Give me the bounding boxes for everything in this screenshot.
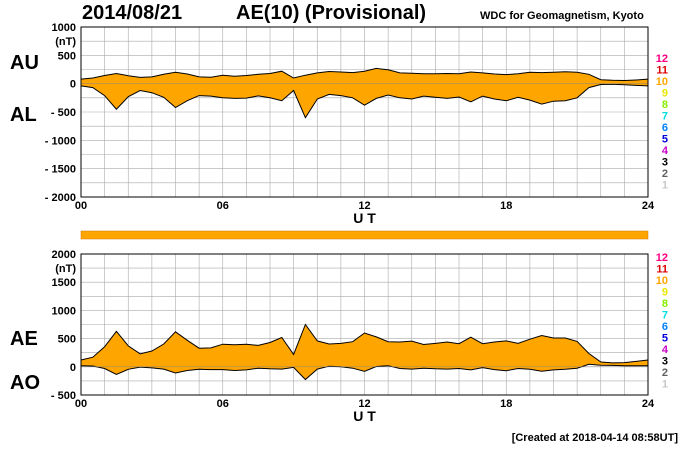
station-legend-item: 11 xyxy=(656,65,668,77)
station-legend-item: 11 xyxy=(656,264,668,276)
y-tick-label: - 1000 xyxy=(45,135,76,147)
station-legend-item: 5 xyxy=(662,134,668,146)
plot-frame xyxy=(80,253,649,396)
x-tick-label: 24 xyxy=(642,398,655,410)
station-legend-item: 12 xyxy=(656,252,668,264)
station-legend-item: 3 xyxy=(662,157,668,169)
x-tick-label: 06 xyxy=(217,200,229,212)
series-line-ae xyxy=(80,323,649,364)
station-legend-item: 2 xyxy=(662,367,668,379)
station-legend-item: 3 xyxy=(662,356,668,368)
station-legend-item: 8 xyxy=(662,298,668,310)
y-tick-label: 1000 xyxy=(52,305,76,317)
series-line-al xyxy=(80,83,649,119)
x-axis-label: U T xyxy=(353,210,376,226)
y-tick-label: 1000 xyxy=(52,22,76,34)
y-tick-label: 500 xyxy=(58,334,76,346)
series-line-ao xyxy=(80,363,649,381)
station-legend-item: 12 xyxy=(656,53,668,65)
created-timestamp: [Created at 2018-04-14 08:58UT] xyxy=(511,432,678,444)
station-legend-item: 10 xyxy=(656,275,668,287)
series-line-au xyxy=(80,67,649,82)
au-label: AU xyxy=(10,52,39,74)
station-legend-item: 9 xyxy=(662,287,668,299)
station-legend-item: 8 xyxy=(662,99,668,111)
y-unit-label: (nT) xyxy=(55,263,76,275)
y-tick-label: 500 xyxy=(58,50,76,62)
station-legend-item: 5 xyxy=(662,333,668,345)
ae-label: AE xyxy=(10,328,38,350)
y-tick-label: - 500 xyxy=(51,107,76,119)
x-tick-label: 12 xyxy=(358,398,370,410)
station-legend-item: 6 xyxy=(662,321,668,333)
x-tick-label: 18 xyxy=(500,200,512,212)
al-label: AL xyxy=(10,104,37,126)
station-legend-item: 7 xyxy=(662,111,668,123)
index-title: AE(10) (Provisional) xyxy=(236,2,427,24)
station-legend-item: 2 xyxy=(662,168,668,180)
station-legend-item: 1 xyxy=(662,379,668,391)
y-tick-label: 1500 xyxy=(52,277,76,289)
y-tick-label: 2000 xyxy=(52,249,76,261)
y-unit-label: (nT) xyxy=(55,36,76,48)
x-axis-label: U T xyxy=(353,408,376,424)
station-legend-item: 7 xyxy=(662,310,668,322)
x-tick-label: 12 xyxy=(358,200,370,212)
date-title: 2014/08/21 xyxy=(82,2,183,24)
fill-area-ae xyxy=(81,324,648,380)
y-tick-label: 0 xyxy=(70,362,76,374)
y-tick-label: - 1500 xyxy=(45,164,76,176)
x-tick-label: 00 xyxy=(75,200,87,212)
station-legend-item: 9 xyxy=(662,88,668,100)
x-tick-label: 24 xyxy=(642,200,655,212)
station-legend-item: 4 xyxy=(662,145,669,157)
station-legend-item: 10 xyxy=(656,76,668,88)
x-tick-label: 18 xyxy=(500,398,512,410)
x-tick-label: 06 xyxy=(217,398,229,410)
y-tick-label: 0 xyxy=(70,79,76,91)
station-legend-item: 6 xyxy=(662,122,668,134)
ao-label: AO xyxy=(10,372,40,394)
station-legend-item: 4 xyxy=(662,344,669,356)
station-legend-item: 1 xyxy=(662,180,668,192)
plot-frame xyxy=(80,26,649,198)
source-label: WDC for Geomagnetism, Kyoto xyxy=(480,10,644,22)
fill-area-au xyxy=(81,68,648,118)
data-coverage-bar xyxy=(80,230,649,240)
y-tick-label: - 2000 xyxy=(45,192,76,204)
x-tick-label: 00 xyxy=(75,398,87,410)
y-tick-label: - 500 xyxy=(51,390,76,402)
